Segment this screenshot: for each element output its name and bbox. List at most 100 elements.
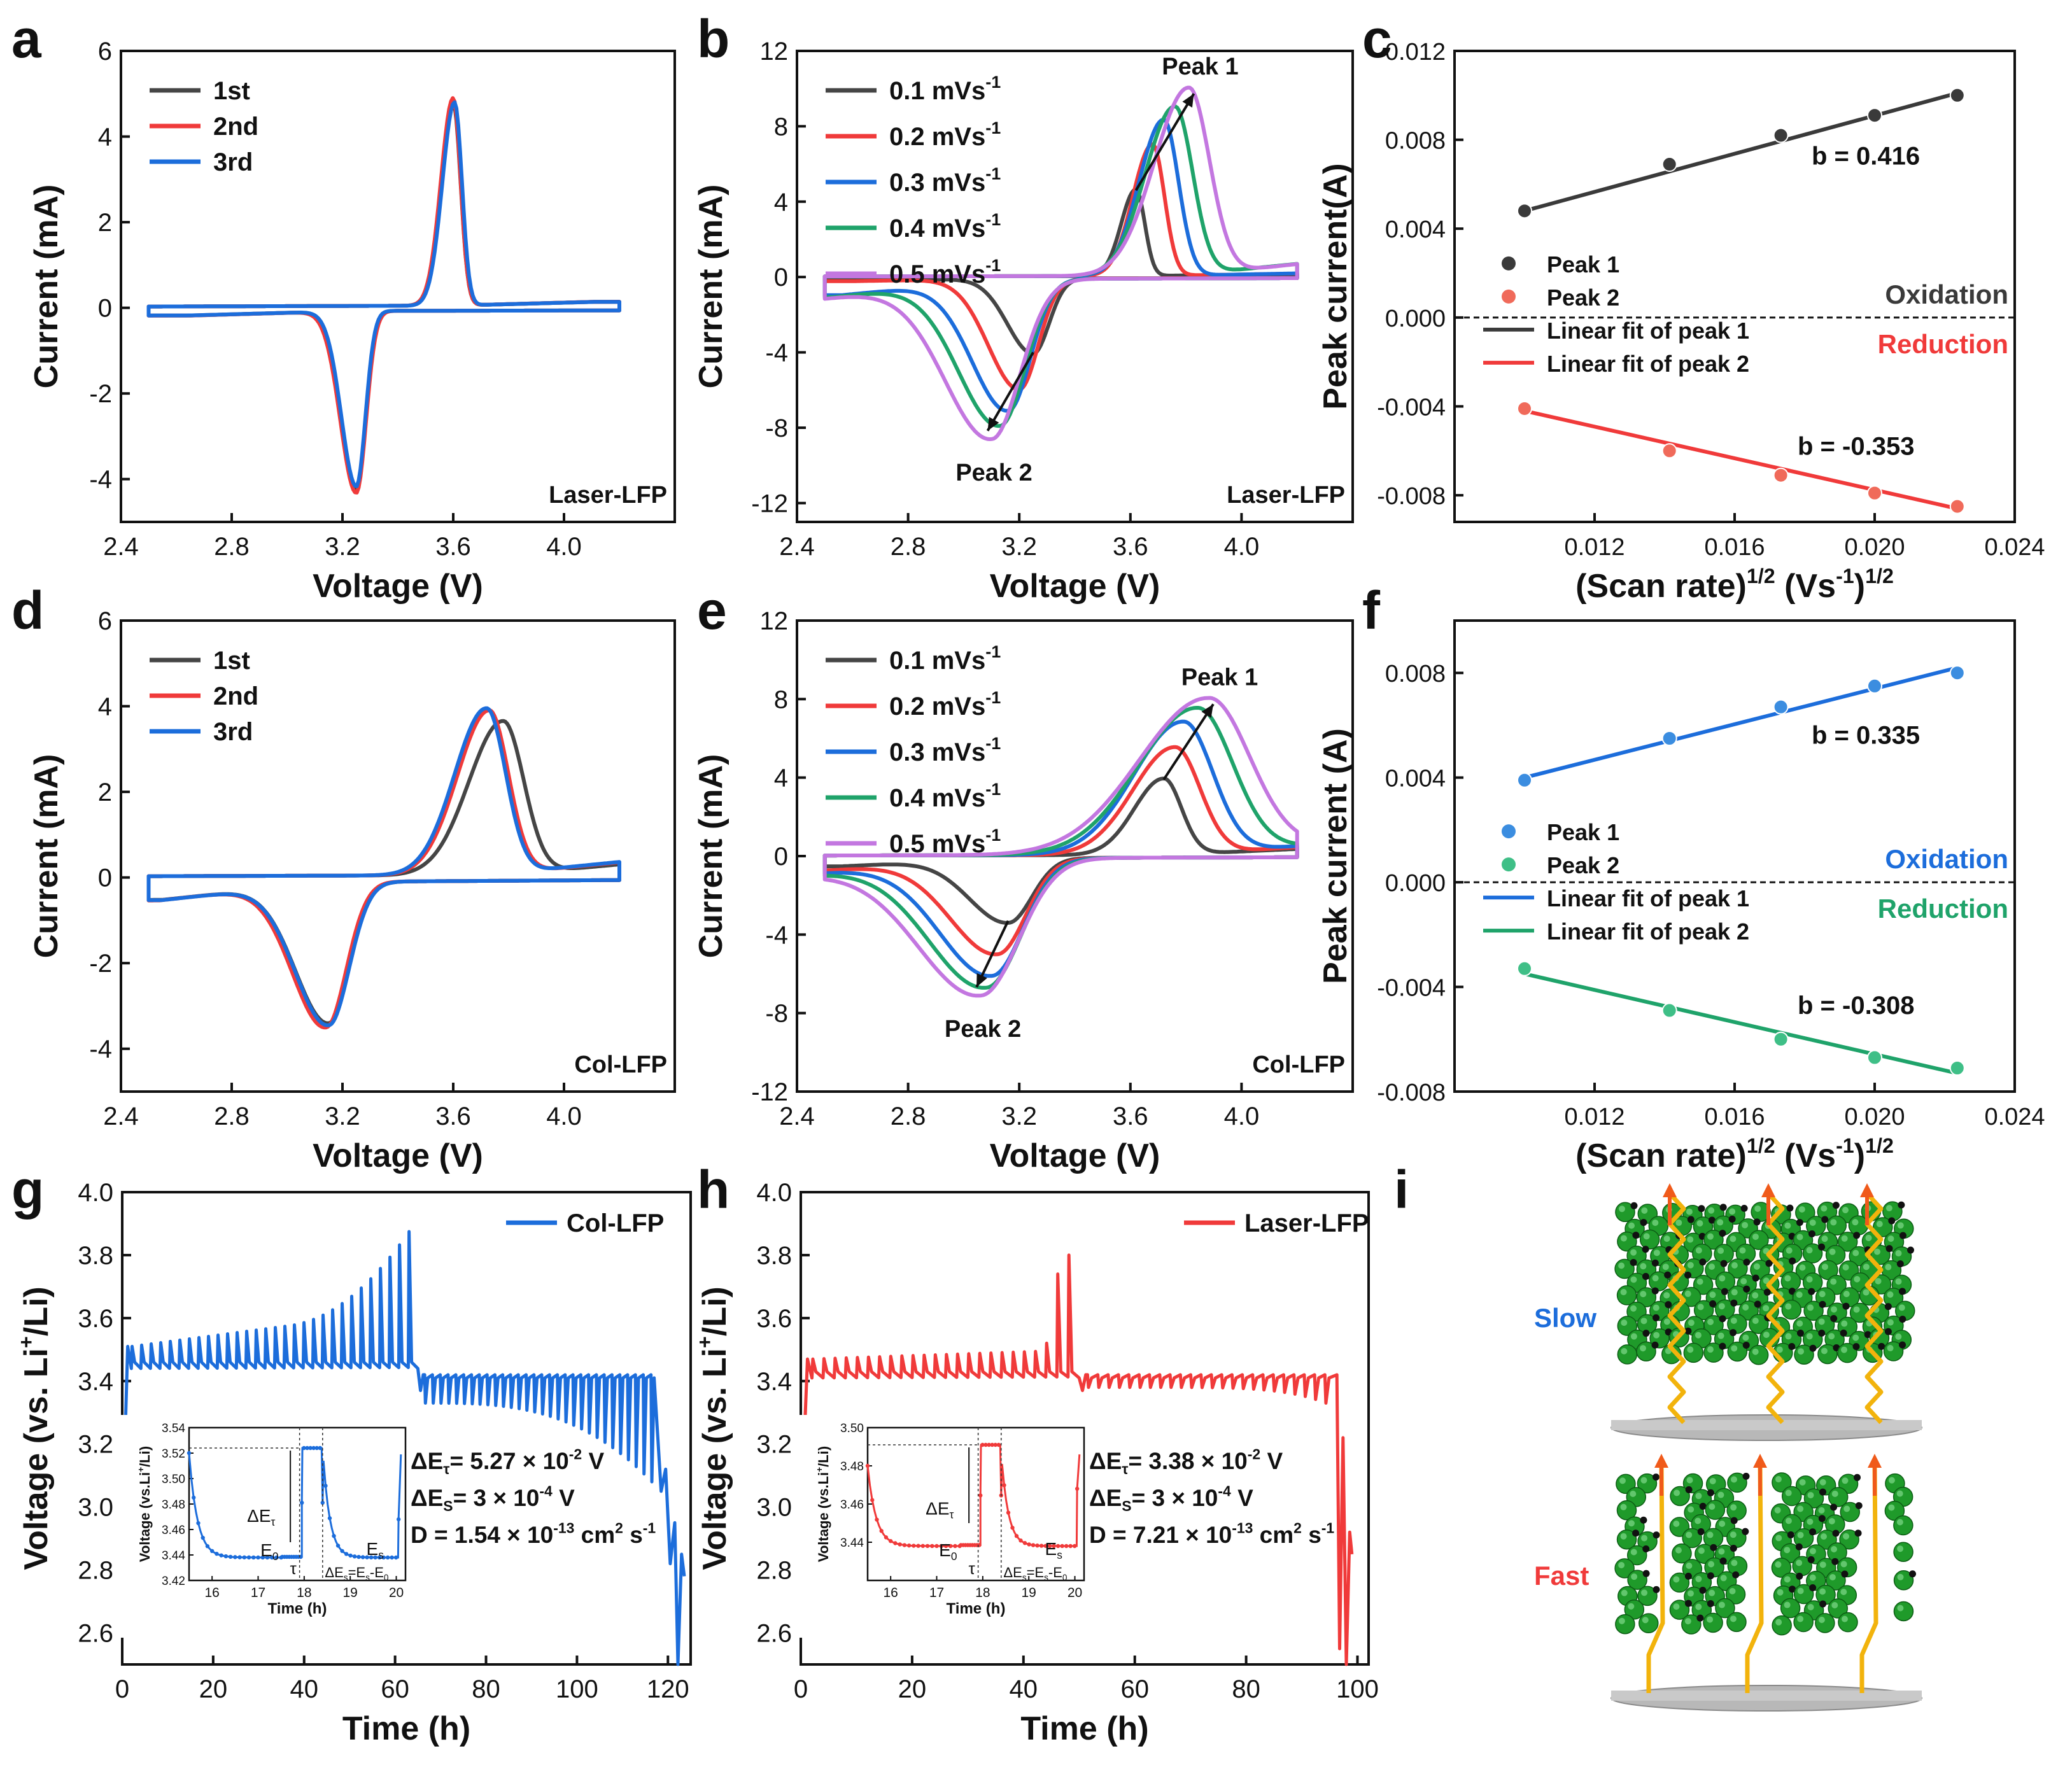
data-point [1773,467,1789,483]
legend-unit: mVs [932,647,986,675]
inset-point [242,1555,247,1559]
panel-d: 2.4 2.8 3.2 3.6 4.0 -4 -2 0 2 4 6 Voltage (V) Curren… [28,607,676,1174]
x-tick-label: 20 [898,1675,927,1703]
fit-line-1 [1524,666,1958,780]
particle-highlight [1729,1208,1736,1215]
particle-highlight [1719,1275,1726,1282]
inset-y-label-part: Voltage (vs.Li [137,1472,153,1562]
particle-highlight [1828,1517,1835,1524]
particle-highlight [1888,1504,1895,1511]
data-point [1867,108,1882,123]
inset-label-delta-e: ΔEτ [926,1499,954,1521]
x-axis-label: Time (h) [342,1710,470,1747]
particle-highlight [1630,1549,1637,1556]
particle-highlight [1621,1319,1628,1326]
carbon-dot [1642,1246,1649,1253]
inset-y-label-part: Voltage (vs.Li [815,1472,831,1562]
legend-unit-sup: -1 [985,780,1001,799]
y-axis-label: Voltage (vs. Li+/Li) [693,1286,733,1570]
y-tick-label: -4 [89,1036,112,1064]
legend-unit: mVs [932,693,986,721]
carbon-dot [1696,1614,1704,1622]
panel-g: 0 20 40 60 80 100 1202.62.83.03.23.43.63.84.0T… [15,1179,692,1747]
particle-highlight [1784,1275,1791,1282]
y-axis-label-part: Voltage (vs. Li [18,1348,55,1570]
particle-highlight [1797,1587,1804,1594]
particle-highlight [1840,1561,1847,1568]
inset-point [1039,1543,1044,1548]
legend-entry: 0.2 mVs-1 [889,118,1001,151]
particle-highlight [1786,1247,1793,1254]
x-tick-label: 3.6 [435,533,471,561]
ion-arrow-head [1654,1454,1668,1468]
inset-point [215,1551,219,1556]
x-tick-label: 0 [794,1675,808,1703]
particle-highlight [1707,1233,1714,1240]
particle-highlight [1774,1507,1781,1514]
particle-highlight [1620,1503,1627,1510]
legend-entry: Linear fit of peak 1 [1547,885,1749,911]
equation-line-1-part: τ [443,1461,449,1477]
data-point [1517,960,1532,976]
particle-highlight [1828,1333,1835,1340]
y-tick-label: 3.6 [78,1305,113,1333]
x-axis-label: Voltage (V) [990,1137,1160,1174]
legend-marker [1502,289,1516,304]
y-tick-label: 2.6 [756,1620,792,1648]
plot-frame [120,50,676,523]
legend-entry: Linear fit of peak 2 [1547,918,1749,945]
particle-highlight [1717,1491,1724,1498]
particle-highlight [1620,1235,1627,1242]
inset-point [1014,1534,1019,1538]
carbon-dot [1832,1202,1840,1209]
carbon-dot [1899,1341,1906,1349]
inset-point [373,1555,377,1560]
inset-point [875,1517,879,1522]
carbon-dot [1632,1529,1640,1537]
particle-highlight [1895,1250,1902,1257]
inset-label-e0-part: 0 [272,1550,279,1563]
carbon-dot [1809,1528,1817,1536]
carbon-dot [1653,1586,1660,1593]
y-tick-label: 3.0 [756,1494,792,1522]
particle-highlight [1717,1248,1724,1255]
carbon-dot [1818,1329,1826,1337]
legend-entry: 3rd [213,148,253,176]
particle [1893,1515,1913,1536]
y-tick-label: 4 [98,123,112,151]
particle-highlight [1784,1547,1791,1554]
x-tick-label: 60 [381,1675,409,1703]
inset-point [925,1543,930,1549]
particle-highlight [1641,1207,1648,1214]
particle-highlight [1841,1320,1848,1327]
particle-highlight [1618,1206,1625,1213]
carbon-dot [1789,1257,1796,1265]
x-axis-label: Voltage (V) [313,568,483,605]
particle-highlight [1784,1222,1791,1229]
particle-highlight [1686,1477,1693,1484]
carbon-dot [1796,1219,1803,1227]
particle-highlight [1731,1345,1738,1352]
fit-line-2 [1524,972,1958,1076]
particle-highlight [1731,1289,1738,1296]
carbon-dot [1684,1600,1692,1607]
x-tick-label: 0 [115,1675,129,1703]
inset-point [270,1555,274,1560]
fit-line-1 [1524,91,1958,213]
legend-unit-sup: -1 [985,642,1001,661]
carbon-dot [1730,1517,1738,1524]
panel-label-c: c [1362,9,1392,69]
inset-point [1002,1483,1006,1487]
particle-highlight [1807,1304,1814,1311]
x-tick-label: 3.6 [1113,533,1148,561]
inset-y-tick-label: 3.52 [162,1447,185,1461]
panel-c: 0.012 0.016 0.020 0.024 -0.008 -0.004 0.000 0.0… [1317,39,2045,605]
carbon-dot [1852,1343,1860,1351]
inset-point [1075,1486,1080,1491]
y-tick-label: 3.4 [756,1368,792,1396]
y-tick-label: 0.004 [1385,766,1446,792]
carbon-dot [1842,1302,1850,1310]
y-axis-label: Current (mA) [28,185,65,389]
carbon-dot [1752,1274,1759,1282]
carbon-dot [1885,1245,1893,1253]
